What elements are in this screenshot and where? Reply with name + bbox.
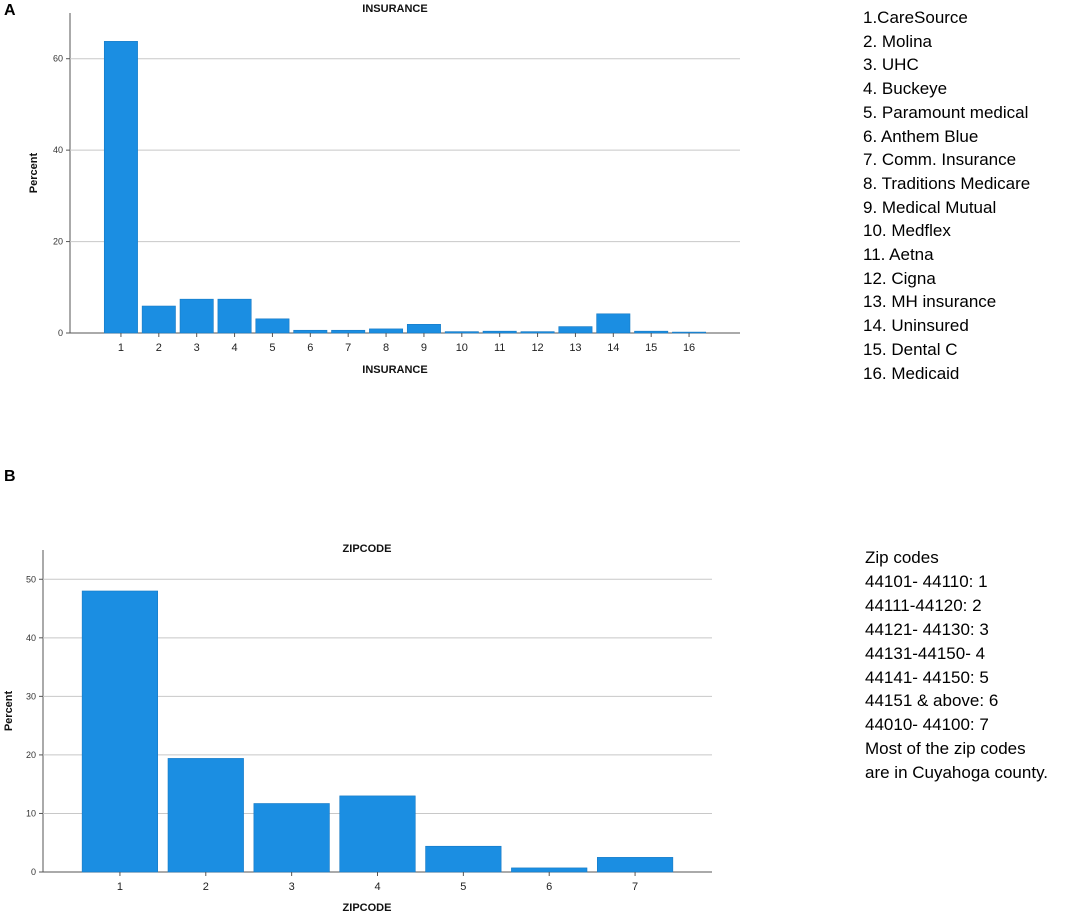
legend-item: 2. Molina [863, 31, 932, 51]
bar [558, 326, 593, 334]
x-axis-label: INSURANCE [362, 364, 427, 376]
x-tick-label: 1 [117, 881, 123, 893]
bar [369, 328, 404, 334]
y-tick-label: 20 [53, 237, 63, 247]
x-tick-label: 16 [683, 342, 695, 354]
legend-line: Zip codes [865, 548, 939, 567]
legend-item: 12. Cigna [863, 268, 936, 288]
legend-item: 14. Uninsured [863, 316, 969, 336]
bar [520, 331, 555, 334]
bar [482, 330, 517, 334]
legend-item: 6. Anthem Blue [863, 126, 979, 146]
y-tick-label: 40 [26, 633, 36, 643]
bar [339, 795, 416, 873]
x-tick-label: 4 [374, 881, 380, 893]
bar [167, 758, 244, 873]
x-tick-label: 10 [456, 342, 468, 354]
x-tick-label: 6 [546, 881, 552, 893]
legend-line: 44010- 44100: 7 [865, 715, 989, 735]
bar [103, 41, 138, 334]
panel-letter-b: B [4, 468, 16, 485]
legend-item: 10. Medflex [863, 221, 951, 241]
x-tick-label: 14 [607, 342, 619, 354]
legend-item: 16. Medicaid [863, 363, 960, 383]
x-tick-label: 13 [569, 342, 581, 354]
bar [406, 324, 441, 334]
bar [217, 298, 252, 334]
bar [81, 590, 159, 873]
bar [253, 803, 330, 873]
bar [141, 305, 176, 334]
x-tick-label: 5 [269, 342, 275, 354]
panel-letter-a: A [4, 2, 16, 19]
y-tick-label: 0 [58, 328, 63, 338]
legend-item: 11. Aetna [863, 245, 934, 265]
x-tick-label: 7 [632, 881, 638, 893]
x-tick-label: 11 [494, 342, 505, 354]
y-tick-label: 20 [26, 750, 36, 760]
legend-line: 44101- 44110: 1 [865, 571, 988, 591]
bar [596, 857, 674, 873]
legend-item: 7. Comm. Insurance [863, 150, 1017, 170]
y-tick-label: 10 [26, 808, 36, 818]
bar [331, 329, 366, 334]
x-axis-label: ZIPCODE [343, 902, 392, 914]
x-tick-label: 8 [383, 342, 389, 354]
legend-item: 5. Paramount medical [863, 102, 1029, 122]
legend-line: 44121- 44130: 3 [865, 619, 989, 639]
x-tick-label: 1 [118, 342, 124, 354]
legend-item: 1.CareSource [863, 8, 968, 27]
x-tick-label: 12 [531, 342, 543, 354]
legend-line: 44131-44150- 4 [865, 643, 986, 663]
x-tick-label: 2 [203, 881, 209, 893]
y-tick-label: 60 [53, 54, 63, 64]
y-axis-label: Percent [3, 690, 15, 731]
y-tick-label: 0 [31, 867, 36, 877]
bar [511, 867, 588, 873]
x-tick-label: 15 [645, 342, 657, 354]
bar [444, 331, 479, 334]
x-tick-label: 4 [232, 342, 238, 354]
legend-item: 4. Buckeye [863, 79, 948, 99]
legend-line: Most of the zip codes [865, 739, 1026, 759]
bar [596, 313, 631, 334]
y-tick-label: 30 [26, 691, 36, 701]
legend-line: 44111-44120: 2 [865, 595, 982, 615]
legend-item: 13. MH insurance [863, 292, 997, 312]
bar [255, 318, 290, 334]
bar [672, 331, 707, 334]
x-tick-label: 3 [289, 881, 295, 893]
legend-item: 3. UHC [863, 55, 919, 75]
y-axis-label: Percent [28, 152, 40, 193]
x-tick-label: 7 [345, 342, 351, 354]
zipcode-chart: 0 10 20 30 40 50 1 2 3 4 5 6 7 ZIPCODE ZIPCODE Percent [3, 543, 712, 914]
x-tick-label: 6 [307, 342, 313, 354]
x-tick-label: 3 [194, 342, 200, 354]
zipcode-legend: Zip codes 44101- 44110: 1 44111-44120: 2… [865, 546, 1048, 785]
x-tick-label: 9 [421, 342, 427, 354]
insurance-legend: 1.CareSource 2. Molina 3. UHC 4. Buckeye… [863, 6, 1030, 385]
legend-line: 44151 & above: 6 [865, 691, 999, 711]
legend-line: 44141- 44150: 5 [865, 667, 989, 687]
bar [293, 329, 328, 334]
bar [634, 330, 669, 334]
x-tick-label: 5 [460, 881, 466, 893]
bar [179, 298, 214, 334]
bar [425, 845, 502, 873]
y-tick-label: 50 [26, 574, 36, 584]
legend-item: 8. Traditions Medicare [863, 173, 1031, 193]
chart-title: INSURANCE [362, 3, 427, 15]
y-tick-label: 40 [53, 145, 63, 155]
legend-item: 15. Dental C [863, 339, 958, 359]
legend-line: are in Cuyahoga county. [865, 763, 1049, 783]
chart-title: ZIPCODE [343, 543, 392, 555]
legend-item: 9. Medical Mutual [863, 197, 997, 217]
x-tick-label: 2 [156, 342, 162, 354]
